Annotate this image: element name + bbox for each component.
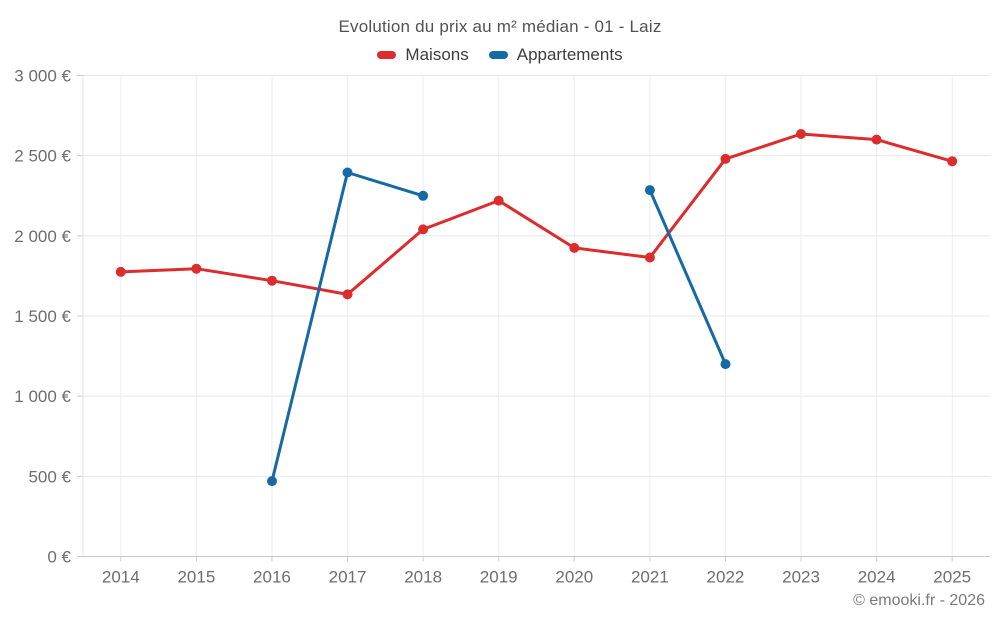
series-line-maisons	[119, 132, 954, 296]
data-point-maisons-2023[interactable]	[796, 129, 806, 139]
x-tick-label: 2023	[782, 568, 820, 587]
data-point-maisons-2016[interactable]	[267, 275, 277, 286]
y-tick-label: 1 000 €	[14, 387, 71, 406]
data-point-maisons-2021[interactable]	[644, 252, 655, 263]
chart-legend: Maisons Appartements	[0, 45, 1000, 65]
legend-label-maisons: Maisons	[405, 45, 469, 64]
y-tick-label: 500 €	[28, 467, 71, 486]
data-point-maisons-2017[interactable]	[342, 289, 353, 300]
x-tick-label: 2021	[631, 568, 669, 587]
data-point-maisons-2014[interactable]	[115, 266, 126, 277]
data-point-maisons-2024[interactable]	[871, 134, 882, 145]
x-tick-label: 2014	[102, 568, 140, 587]
x-tick-label: 2022	[707, 568, 745, 587]
data-point-appartements-2016[interactable]	[267, 476, 277, 487]
y-tick-label: 1 500 €	[14, 307, 71, 326]
x-tick-label: 2018	[404, 568, 442, 587]
data-point-appartements-2021[interactable]	[644, 185, 655, 196]
chart-title: Evolution du prix au m² médian - 01 - La…	[338, 17, 662, 36]
legend-swatch-maisons	[377, 51, 397, 59]
x-tick-label: 2020	[555, 568, 593, 587]
legend-swatch-appartements	[488, 51, 508, 59]
x-tick-label: 2024	[858, 568, 896, 587]
data-point-maisons-2019[interactable]	[493, 195, 504, 206]
x-tick-label: 2017	[329, 568, 367, 587]
legend-item-maisons[interactable]: Maisons	[377, 45, 469, 65]
legend-item-appartements[interactable]: Appartements	[488, 45, 623, 65]
credit-text: © emooki.fr - 2026	[853, 592, 985, 609]
data-point-maisons-2022[interactable]	[720, 153, 731, 164]
data-point-maisons-2015[interactable]	[191, 263, 202, 274]
x-tick-label: 2016	[253, 568, 291, 587]
y-tick-label: 3 000 €	[14, 67, 71, 86]
x-tick-label: 2025	[933, 568, 971, 587]
y-tick-label: 0 €	[47, 548, 71, 567]
y-tick-label: 2 000 €	[14, 227, 71, 246]
y-tick-label: 2 500 €	[14, 147, 71, 166]
data-point-appartements-2022[interactable]	[720, 359, 731, 370]
legend-label-appartements: Appartements	[516, 45, 623, 64]
data-point-appartements-2017[interactable]	[342, 167, 353, 178]
x-tick-label: 2019	[480, 568, 518, 587]
data-point-appartements-2018[interactable]	[418, 190, 429, 201]
data-point-maisons-2018[interactable]	[418, 224, 429, 235]
data-point-maisons-2025[interactable]	[947, 156, 958, 167]
x-tick-label: 2015	[177, 568, 215, 587]
data-point-maisons-2020[interactable]	[569, 242, 580, 253]
